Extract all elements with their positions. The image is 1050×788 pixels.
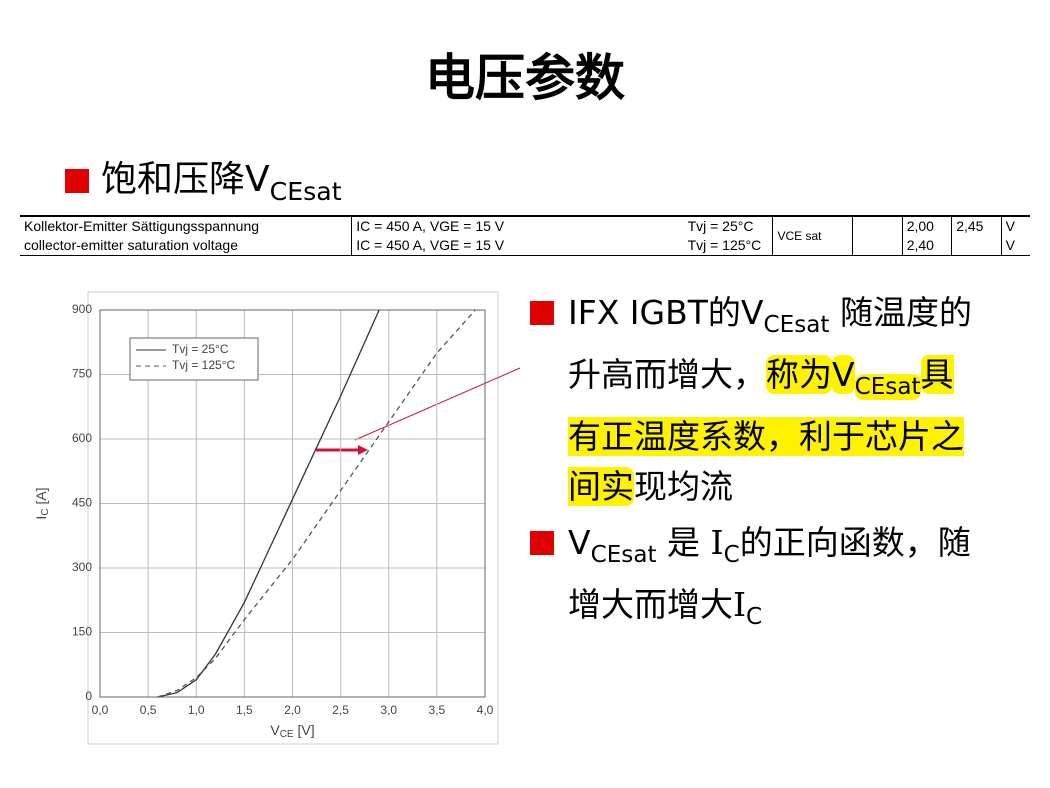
text: 称为 bbox=[766, 355, 832, 395]
x-axis-label-part: [V] bbox=[294, 722, 315, 738]
text: CEsat bbox=[590, 542, 657, 569]
heading-sub: CEsat bbox=[269, 176, 342, 206]
text: CEsat bbox=[763, 312, 830, 339]
y-tick-label: 0 bbox=[85, 689, 92, 703]
pointer-line bbox=[354, 367, 521, 441]
y-axis-label-part: [A] bbox=[33, 487, 49, 508]
cell: V bbox=[1000, 236, 1030, 256]
y-axis-label: IC [A] bbox=[33, 487, 51, 519]
bullet: IFX IGBT的VCEsat 随温度的升高而增大，称为VCEsat具有正温度系… bbox=[530, 288, 980, 512]
x-tick-label: 0,5 bbox=[140, 703, 157, 717]
heading: 饱和压降VCEsat bbox=[65, 150, 342, 206]
text: V bbox=[832, 355, 855, 395]
x-axis-label-part: CE bbox=[280, 729, 294, 740]
legend-box bbox=[129, 337, 259, 381]
y-axis-label-part: I bbox=[33, 516, 49, 520]
legend-label: Tvj = 25°C bbox=[172, 342, 229, 356]
y-tick-label: 750 bbox=[72, 367, 92, 381]
x-tick-label: 3,0 bbox=[380, 703, 397, 717]
plot-frame bbox=[99, 309, 486, 698]
x-axis-label-part: V bbox=[270, 722, 280, 738]
x-axis-label: VCE [V] bbox=[270, 722, 314, 740]
text: 现均流 bbox=[634, 467, 733, 507]
bullet: VCEsat 是 IC的正向函数，随增大而增大IC bbox=[530, 518, 980, 642]
heading-text: 饱和压降V bbox=[101, 159, 270, 200]
cell: 2,40 bbox=[901, 236, 952, 256]
y-tick-label: 450 bbox=[72, 496, 92, 510]
text: 是 I bbox=[656, 523, 724, 563]
x-tick-label: 3,5 bbox=[429, 703, 446, 717]
cell: Kollektor-Emitter Sättigungsspannung bbox=[24, 218, 260, 234]
cell: IC = 450 A, VGE = 15 V bbox=[351, 216, 684, 236]
cell: Tvj = 25°C bbox=[687, 218, 754, 234]
text: CEsat bbox=[854, 374, 921, 401]
cell: IC = 450 A, VGE = 15 V bbox=[351, 236, 684, 256]
spec-table: Kollektor-Emitter Sättigungsspannung IC … bbox=[20, 215, 1030, 256]
arrow-head bbox=[358, 445, 368, 455]
bullet-list: IFX IGBT的VCEsat 随温度的升高而增大，称为VCEsat具有正温度系… bbox=[530, 288, 980, 648]
text: C bbox=[746, 604, 763, 631]
y-tick-label: 900 bbox=[72, 302, 92, 316]
text: C bbox=[723, 542, 740, 569]
slide-title: 电压参数 bbox=[425, 49, 625, 107]
text: IFX IGBT的V bbox=[568, 293, 764, 332]
y-tick-label: 150 bbox=[72, 625, 92, 639]
cell: VCE sat bbox=[772, 216, 853, 256]
y-axis-label-part: C bbox=[40, 508, 51, 515]
series-line bbox=[157, 309, 476, 698]
text: 随温度的升高而增大， bbox=[568, 293, 972, 395]
cell: V bbox=[1000, 216, 1030, 236]
cell: collector-emitter saturation voltage bbox=[24, 237, 238, 253]
chart-frame bbox=[87, 291, 499, 745]
legend-label: Tvj = 125°C bbox=[172, 358, 235, 372]
text: V bbox=[568, 523, 591, 563]
x-tick-label: 2,0 bbox=[284, 703, 301, 717]
text: 的正向函数，随增大而增大I bbox=[568, 523, 971, 625]
x-tick-label: 4,0 bbox=[477, 703, 494, 717]
x-tick-label: 0,0 bbox=[92, 703, 109, 717]
x-tick-label: 2,5 bbox=[332, 703, 349, 717]
x-tick-label: 1,0 bbox=[188, 703, 205, 717]
series-line bbox=[157, 309, 380, 698]
cell: Tvj = 125°C bbox=[687, 237, 762, 253]
cell: 2,00 bbox=[901, 216, 952, 236]
x-tick-label: 1,5 bbox=[236, 703, 253, 717]
y-tick-label: 300 bbox=[72, 560, 92, 574]
y-tick-label: 600 bbox=[72, 431, 92, 445]
cell: 2,45 bbox=[951, 216, 1002, 236]
